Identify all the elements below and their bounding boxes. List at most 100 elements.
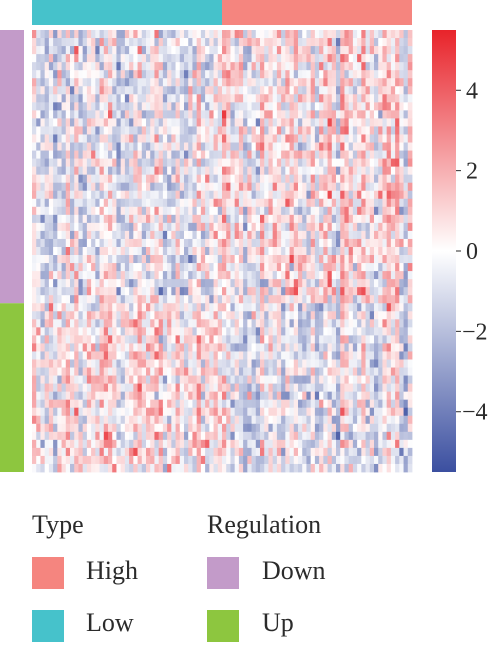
heatmap-cell xyxy=(323,399,328,409)
heatmap-cell xyxy=(264,94,269,103)
heatmap-cell xyxy=(188,174,193,184)
heatmap-cell xyxy=(336,94,341,103)
heatmap-cell xyxy=(44,30,50,39)
heatmap-cell xyxy=(382,86,388,95)
heatmap-cell xyxy=(205,238,210,248)
heatmap-cell xyxy=(327,174,333,184)
heatmap-cell xyxy=(167,399,172,409)
heatmap-cell xyxy=(260,263,265,272)
heatmap-cell xyxy=(319,206,324,216)
heatmap-cell xyxy=(260,303,265,312)
heatmap-cell xyxy=(352,343,358,352)
heatmap-cell xyxy=(32,126,37,135)
heatmap-cell xyxy=(268,447,274,457)
heatmap-cell xyxy=(217,407,223,417)
heatmap-cell xyxy=(78,30,84,39)
heatmap-cell xyxy=(86,423,92,433)
heatmap-cell xyxy=(314,327,320,336)
heatmap-cell xyxy=(289,303,295,312)
heatmap-cell xyxy=(74,255,79,264)
heatmap-cell xyxy=(120,455,126,465)
heatmap-cell xyxy=(167,174,172,184)
heatmap-cell xyxy=(209,447,214,457)
heatmap-cell xyxy=(314,311,320,320)
heatmap-cell xyxy=(99,327,105,336)
heatmap-cell xyxy=(222,182,227,192)
heatmap-cell xyxy=(70,54,75,63)
heatmap-cell xyxy=(158,78,164,87)
heatmap-cell xyxy=(129,86,134,95)
heatmap-cell xyxy=(374,94,379,103)
heatmap-cell xyxy=(403,439,409,449)
heatmap-cell xyxy=(175,158,181,168)
heatmap-cell xyxy=(133,375,138,384)
heatmap-cell xyxy=(40,190,46,200)
heatmap-cell xyxy=(32,174,37,184)
heatmap-cell xyxy=(260,255,265,264)
heatmap-cell xyxy=(378,303,383,312)
heatmap-cell xyxy=(40,238,46,248)
heatmap-cell xyxy=(91,54,96,63)
heatmap-cell xyxy=(91,375,96,384)
heatmap-cell xyxy=(137,407,143,417)
heatmap-cell xyxy=(255,335,261,344)
heatmap-cell xyxy=(171,447,176,457)
heatmap-cell xyxy=(340,351,345,360)
heatmap-cell xyxy=(285,118,290,127)
legend-regulation-title: Regulation xyxy=(207,510,322,539)
heatmap-cell xyxy=(32,190,37,200)
heatmap-cell xyxy=(40,246,46,256)
heatmap-cell xyxy=(53,439,58,449)
heatmap-cell xyxy=(133,255,138,264)
heatmap-cell xyxy=(108,327,113,336)
heatmap-cell xyxy=(289,319,295,328)
heatmap-cell xyxy=(196,359,202,368)
heatmap-cell xyxy=(133,54,138,63)
heatmap-cell xyxy=(179,230,185,240)
heatmap-cell xyxy=(112,415,117,425)
heatmap-cell xyxy=(281,423,286,433)
heatmap-cell xyxy=(399,367,404,376)
heatmap-cell xyxy=(399,38,404,47)
heatmap-cell xyxy=(137,351,143,360)
heatmap-cell xyxy=(162,287,168,296)
heatmap-cell xyxy=(129,279,134,288)
heatmap-cell xyxy=(293,118,299,127)
heatmap-cell xyxy=(340,415,345,425)
heatmap-cell xyxy=(86,327,92,336)
heatmap-cell xyxy=(293,246,299,256)
heatmap-cell xyxy=(99,46,105,55)
heatmap-cell xyxy=(99,351,105,360)
heatmap-cell xyxy=(369,423,375,433)
heatmap-cell xyxy=(91,447,96,457)
heatmap-cell xyxy=(57,439,62,449)
heatmap-cell xyxy=(158,62,164,71)
heatmap-cell xyxy=(129,214,134,224)
heatmap-cell xyxy=(162,238,168,248)
heatmap-cell xyxy=(137,166,143,176)
heatmap-cell xyxy=(276,54,282,63)
heatmap-cell xyxy=(32,367,37,376)
heatmap-cell xyxy=(40,158,46,168)
heatmap-cell xyxy=(390,110,396,119)
heatmap-cell xyxy=(260,295,265,304)
heatmap-cell xyxy=(36,190,41,200)
heatmap-cell xyxy=(344,327,350,336)
heatmap-cell xyxy=(129,238,134,248)
heatmap-cell xyxy=(238,174,244,184)
heatmap-cell xyxy=(310,335,316,344)
heatmap-cell xyxy=(116,206,122,216)
heatmap-cell xyxy=(319,110,324,119)
heatmap-cell xyxy=(378,38,383,47)
heatmap-cell xyxy=(222,38,227,47)
heatmap-cell xyxy=(272,198,278,208)
heatmap-cell xyxy=(86,431,92,441)
heatmap-cell xyxy=(179,351,185,360)
heatmap-cell xyxy=(57,38,62,47)
heatmap-cell xyxy=(78,319,84,328)
heatmap-cell xyxy=(234,38,240,47)
heatmap-cell xyxy=(306,142,312,151)
heatmap-cell xyxy=(82,463,88,473)
heatmap-cell xyxy=(86,263,92,272)
heatmap-cell xyxy=(150,110,155,119)
